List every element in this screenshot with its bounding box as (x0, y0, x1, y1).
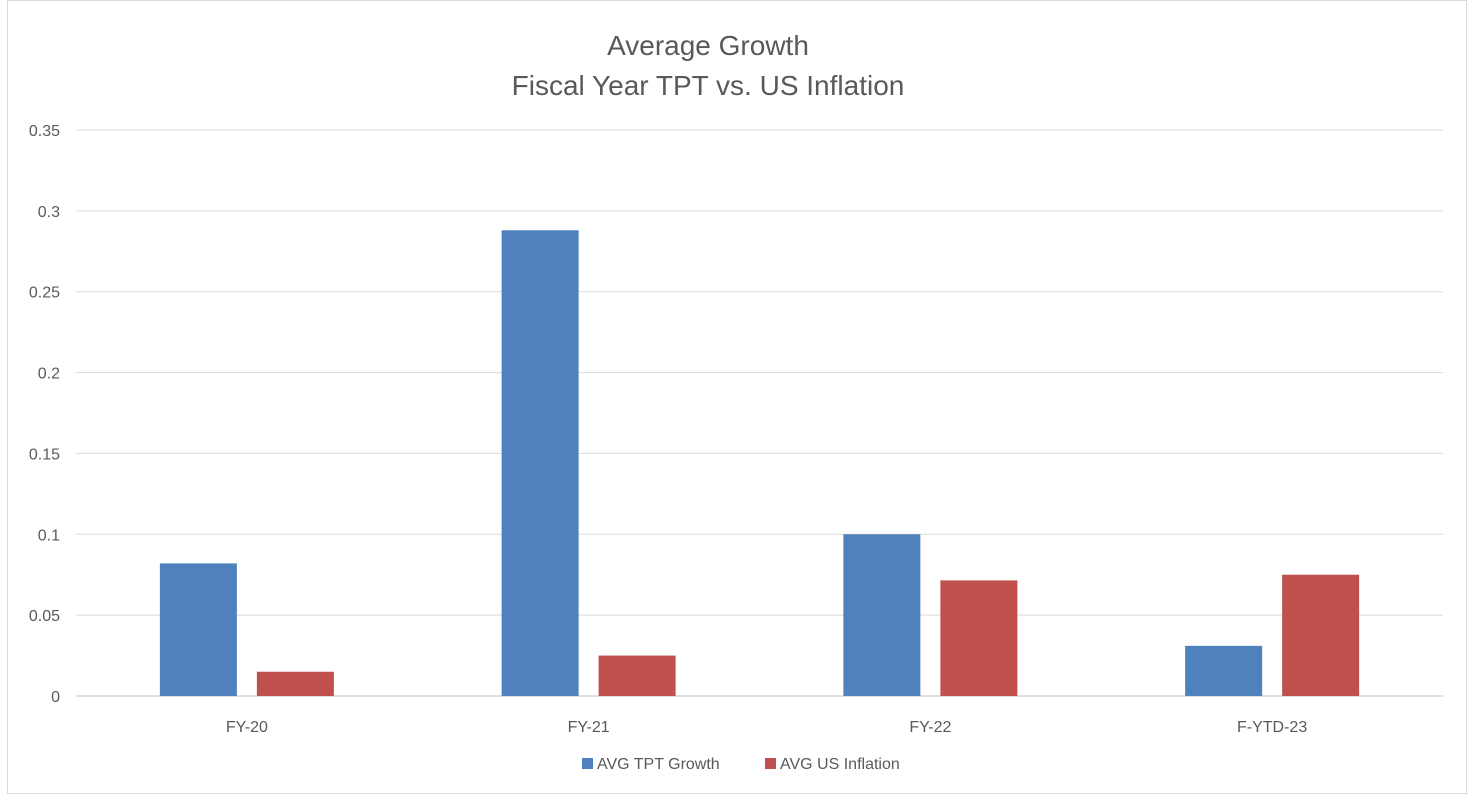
x-tick-label: FY-22 (909, 719, 951, 736)
y-tick-label: 0.25 (29, 285, 60, 302)
y-tick-label: 0.15 (29, 446, 60, 463)
bar-tpt-growth-f-ytd-23 (1185, 645, 1263, 696)
bars (159, 230, 1360, 696)
y-tick-label: 0.2 (38, 366, 60, 383)
legend-swatch (765, 758, 776, 769)
bar-us-inflation-fy-21 (598, 655, 676, 696)
gridlines (76, 129, 1443, 697)
legend-label: AVG US Inflation (780, 756, 900, 773)
legend: AVG TPT Growth AVG US Inflation (582, 756, 900, 773)
chart-area: Average Growth Fiscal Year TPT vs. US In… (7, 0, 1467, 794)
chart-subtitle: Fiscal Year TPT vs. US Inflation (512, 70, 905, 101)
bar-tpt-growth-fy-21 (501, 230, 579, 696)
bar-us-inflation-fy-22 (940, 580, 1018, 696)
y-tick-label: 0 (51, 689, 60, 706)
y-tick-label: 0.1 (38, 527, 60, 544)
x-tick-label: FY-21 (568, 719, 610, 736)
x-tick-label: FY-20 (226, 719, 268, 736)
bar-chart: Average Growth Fiscal Year TPT vs. US In… (29, 30, 1443, 773)
bar-tpt-growth-fy-22 (843, 534, 921, 696)
y-axis-ticks: 0 0.05 0.1 0.15 0.2 0.25 0.3 0.35 (29, 123, 60, 706)
chart-title: Average Growth (607, 30, 809, 61)
y-tick-label: 0.05 (29, 608, 60, 625)
x-tick-label: F-YTD-23 (1237, 719, 1307, 736)
y-tick-label: 0.3 (38, 204, 60, 221)
legend-label: AVG TPT Growth (597, 756, 720, 773)
x-axis-ticks: FY-20 FY-21 FY-22 F-YTD-23 (226, 719, 1308, 736)
bar-tpt-growth-fy-20 (159, 563, 237, 696)
legend-swatch (582, 758, 593, 769)
bar-us-inflation-f-ytd-23 (1282, 574, 1360, 696)
bar-us-inflation-fy-20 (256, 671, 334, 696)
y-tick-label: 0.35 (29, 123, 60, 140)
